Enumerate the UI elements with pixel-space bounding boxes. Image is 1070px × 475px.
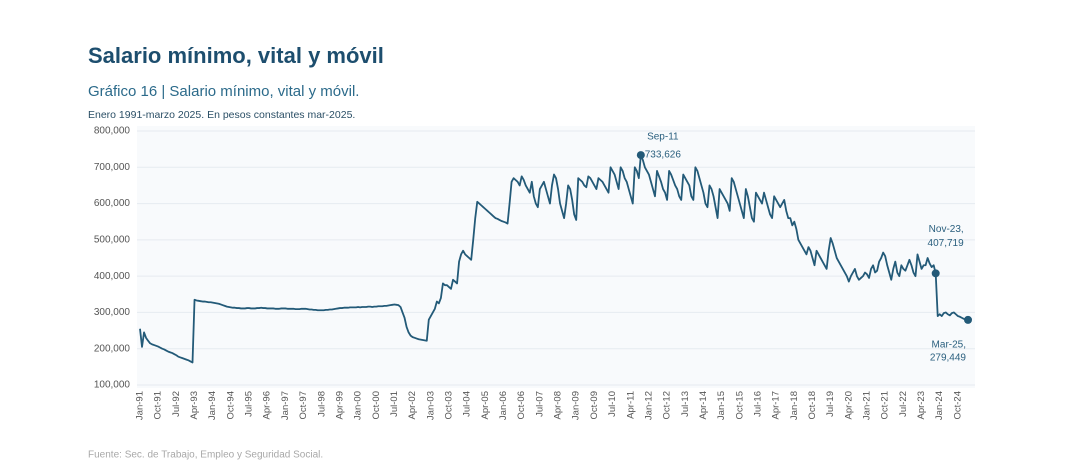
x-tick-label: Jul-07: [534, 391, 545, 417]
x-tick-label: Apr-02: [407, 391, 418, 420]
x-tick-label: Apr-99: [334, 391, 345, 420]
y-tick-label: 700,000: [94, 162, 131, 173]
x-tick-label: Jul-04: [462, 391, 473, 417]
x-tick-label: Jan-12: [643, 391, 654, 420]
annotated-point: [964, 315, 972, 324]
x-tick-label: Apr-23: [916, 391, 927, 420]
x-tick-label: Oct-06: [516, 391, 527, 420]
x-tick-label: Jul-01: [389, 391, 400, 417]
x-tick-label: Oct-03: [444, 391, 455, 420]
x-tick-label: Apr-96: [262, 391, 273, 420]
x-tick-label: Jul-10: [607, 391, 618, 417]
x-tick-label: Oct-18: [807, 391, 818, 420]
x-tick-label: Oct-21: [880, 391, 891, 420]
x-tick-label: Jul-22: [898, 391, 909, 417]
plot-background: [137, 126, 975, 388]
x-tick-label: Jan-21: [862, 391, 873, 420]
x-tick-label: Jan-91: [135, 391, 146, 420]
x-tick-label: Jul-95: [244, 391, 255, 417]
x-tick-label: Jan-94: [207, 391, 218, 420]
x-tick-label: Jan-03: [425, 391, 436, 420]
annotation-value: 279,449: [930, 353, 967, 364]
x-tick-label: Jul-16: [752, 391, 763, 417]
x-tick-label: Oct-94: [225, 391, 236, 420]
x-tick-label: Apr-11: [625, 391, 636, 419]
x-tick-label: Jan-06: [498, 391, 509, 420]
annotation-text: Sep-11: [647, 132, 679, 143]
y-tick-label: 500,000: [94, 234, 131, 245]
x-tick-label: Jul-92: [171, 391, 182, 417]
x-tick-label: Oct-91: [153, 391, 164, 420]
x-tick-label: Oct-12: [662, 391, 673, 420]
y-tick-label: 300,000: [94, 307, 131, 318]
annotation-value: 733,626: [645, 150, 682, 161]
annotated-point: [931, 269, 940, 278]
y-tick-label: 200,000: [94, 343, 131, 354]
x-tick-label: Apr-14: [698, 391, 709, 420]
x-tick-label: Jul-98: [316, 391, 327, 417]
x-tick-label: Apr-20: [843, 391, 854, 420]
chart-note: Enero 1991-marzo 2025. En pesos constant…: [88, 109, 355, 121]
x-tick-label: Apr-08: [553, 391, 564, 420]
x-tick-label: Jan-15: [716, 391, 727, 420]
x-tick-label: Apr-05: [480, 391, 491, 420]
x-tick-label: Jul-19: [825, 391, 836, 417]
annotation-text: Nov-23,: [929, 224, 964, 235]
chart-subtitle: Gráfico 16 | Salario mínimo, vital y móv…: [88, 83, 359, 100]
y-tick-label: 800,000: [94, 126, 131, 137]
x-tick-label: Apr-93: [189, 391, 200, 420]
x-tick-label: Oct-00: [371, 391, 382, 420]
x-tick-label: Jul-13: [680, 391, 691, 417]
x-tick-label: Oct-97: [298, 391, 309, 420]
x-tick-label: Jan-18: [789, 391, 800, 420]
y-tick-label: 100,000: [94, 380, 131, 391]
y-tick-label: 600,000: [94, 198, 131, 209]
line-series: [139, 154, 969, 364]
annotation-value: 407,719: [928, 238, 965, 249]
x-tick-label: Jan-09: [571, 391, 582, 420]
x-tick-label: Apr-17: [771, 391, 782, 420]
x-tick-label: Jan-24: [934, 391, 945, 420]
x-tick-label: Oct-24: [952, 391, 963, 420]
x-tick-label: Oct-09: [589, 391, 600, 420]
x-tick-label: Jan-00: [353, 391, 364, 420]
annotated-point: [636, 151, 645, 160]
chart-source: Fuente: Sec. de Trabajo, Empleo y Seguri…: [88, 450, 323, 461]
x-tick-label: Jan-97: [280, 391, 291, 420]
annotation-text: Mar-25,: [932, 340, 966, 351]
x-tick-label: Oct-15: [734, 391, 745, 420]
y-tick-label: 400,000: [94, 271, 131, 282]
chart-title: Salario mínimo, vital y móvil: [88, 43, 384, 68]
